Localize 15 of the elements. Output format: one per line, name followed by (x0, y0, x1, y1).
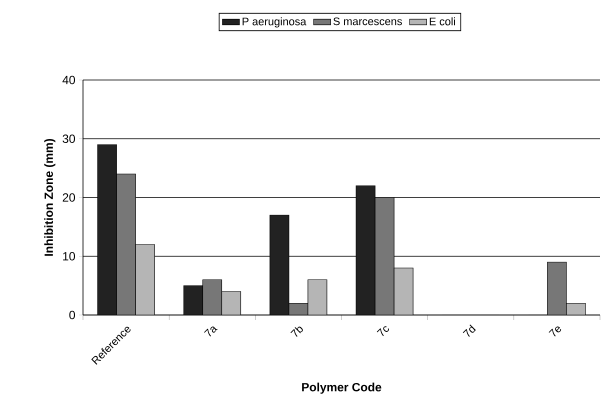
legend-label: E coli (430, 17, 456, 26)
y-tick-label: 40 (62, 76, 76, 84)
y-tick-label: 20 (62, 193, 76, 202)
x-axis-title: Polymer Code (302, 382, 382, 394)
y-tick-label: 0 (69, 310, 76, 320)
legend-label: S marcescens (333, 17, 402, 26)
y-tick-label: 10 (63, 252, 76, 260)
y-axis-title: Inhibition Zone (mm) (44, 138, 56, 256)
x-tick-label: 7b (290, 326, 303, 337)
y-tick-label: 30 (62, 134, 76, 143)
x-tick-label: 7d (462, 324, 476, 337)
x-tick-label: 7c (376, 326, 389, 336)
x-tick-label: 7e (548, 326, 562, 337)
x-tick-label: 7a (204, 326, 218, 337)
legend-label: P aeruginosa (242, 17, 306, 28)
